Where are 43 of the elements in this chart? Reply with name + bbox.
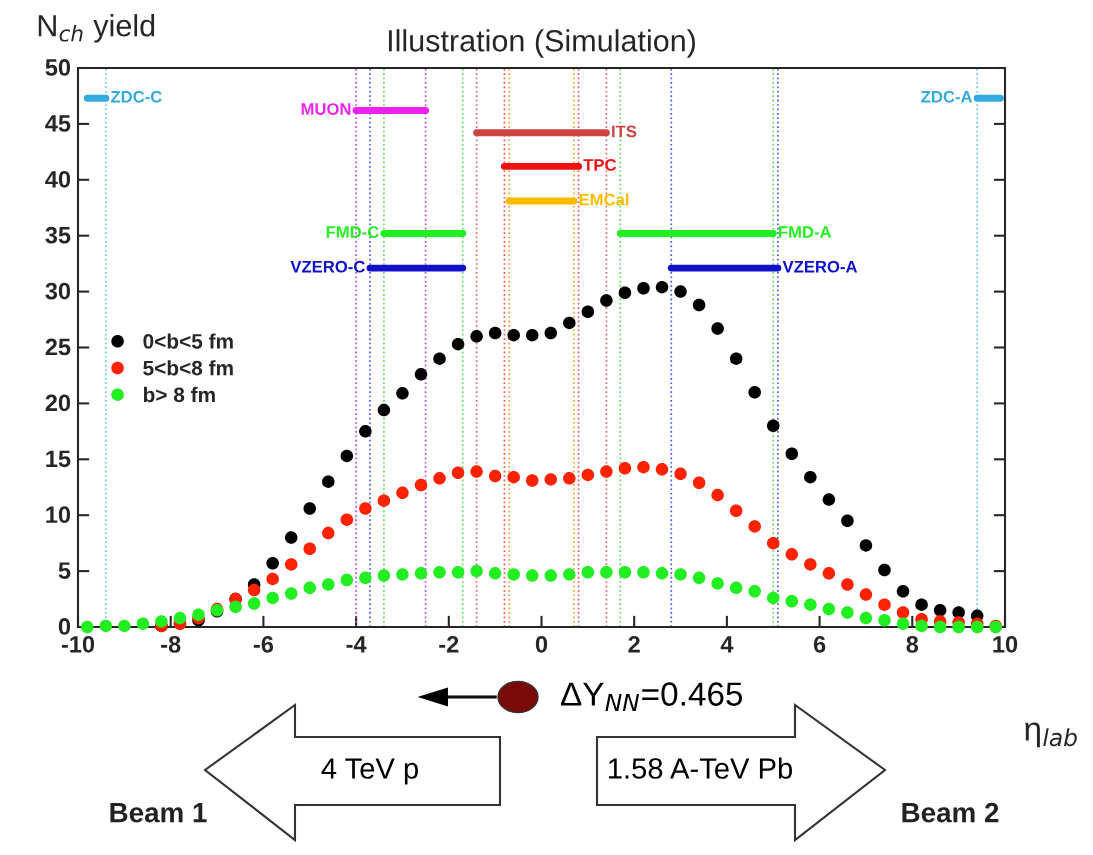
y-tick-label: 20 [45,394,71,412]
text: 1.58 A-TeV Pb [609,757,793,779]
series-label: ZDC-A [921,90,973,103]
x-tick-label: -8 [161,635,181,653]
x-tick-label: 8 [906,635,919,653]
series-label: FMD-C [326,226,379,238]
y-tick-label: 5 [58,562,71,579]
series-label: TPC [583,159,617,171]
x-tick-label: 6 [813,635,826,653]
series-label: ZDC-C [110,90,162,103]
y-tick-label: 40 [45,170,71,188]
text: Beam 1 [110,803,207,823]
legend-label: b> 8 fm [143,386,215,403]
y-tick-label: 15 [46,450,71,468]
y-tick-label: 0 [58,618,71,635]
x-tick-label: 2 [628,635,640,653]
series-label: ITS [612,125,637,138]
x-tick-label: -2 [439,635,459,653]
series-label: EMCal [579,193,629,206]
chart-title: Illustration (Simulation) [388,29,695,58]
x-tick-label: -6 [253,635,274,653]
y-tick-label: 25 [45,338,71,356]
series-label: VZERO-A [782,260,858,273]
x-tick-label: -10 [61,635,95,653]
y-tick-label: 30 [45,282,71,300]
y-tick-label: 50 [45,59,71,76]
y-tick-label: 10 [46,506,71,524]
x-tick-label: 0 [535,635,548,653]
series-label: VZERO-C [290,260,365,273]
series-label: FMD-A [779,226,832,238]
text: Beam 2 [902,802,999,823]
x-tick-label: 10 [993,635,1018,653]
legend-label: 0<b<5 fm [143,333,233,349]
x-tick-label: -4 [346,636,367,653]
x-axis-title: η$_{lab}$ [1025,722,1077,748]
text: 4 TeV p [321,758,418,785]
x-tick-label: 4 [720,636,734,653]
legend-label: 5<b<8 fm [143,360,233,376]
y-tick-label: 45 [45,115,71,132]
text: ΔY$_{NN}$=0.465 [560,682,743,712]
y-axis-title: N$_{ch}$ yield [38,14,155,43]
y-tick-label: 35 [45,226,71,244]
series-label: MUON [301,103,351,115]
